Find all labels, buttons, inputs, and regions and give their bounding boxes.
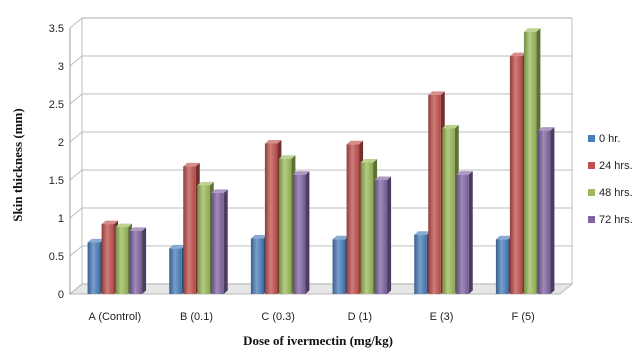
bar bbox=[456, 171, 473, 294]
x-tick-label: B (0.1) bbox=[180, 311, 213, 323]
legend-swatch bbox=[588, 189, 595, 196]
gridline-side bbox=[69, 93, 83, 105]
legend-label: 0 hr. bbox=[599, 133, 620, 145]
gridline-side bbox=[69, 55, 83, 67]
gridline-side bbox=[69, 131, 83, 143]
legend-label: 24 hrs. bbox=[599, 160, 633, 172]
bar bbox=[374, 176, 392, 294]
x-tick-label: D (1) bbox=[348, 311, 372, 323]
y-tick-label: 2 bbox=[58, 137, 64, 149]
y-tick-labels: 0 0.5 1 1.5 2 2.5 3 3.5 bbox=[49, 23, 64, 301]
x-tick-labels: A (Control) B (0.1) C (0.3) D (1) E (3) F (5) bbox=[89, 311, 535, 323]
gridlines bbox=[69, 17, 572, 295]
y-tick-label: 1.5 bbox=[49, 175, 64, 187]
legend-label: 48 hrs. bbox=[599, 187, 633, 199]
x-tick-label: E (3) bbox=[430, 311, 454, 323]
bars bbox=[87, 28, 555, 295]
gridline-side bbox=[69, 245, 83, 257]
y-tick-label: 0 bbox=[58, 289, 64, 301]
gridline-side bbox=[69, 169, 83, 181]
bar bbox=[292, 171, 310, 294]
legend-swatch bbox=[588, 135, 595, 142]
x-tick-label: A (Control) bbox=[89, 311, 142, 323]
y-tick-label: 3 bbox=[58, 61, 64, 73]
y-tick-label: 3.5 bbox=[49, 23, 64, 35]
legend-swatch bbox=[588, 216, 595, 223]
legend-label: 72 hrs. bbox=[599, 214, 633, 226]
gridline-side bbox=[69, 207, 83, 219]
legend-swatch bbox=[588, 162, 595, 169]
x-axis-title: Dose of ivermectin (mg/kg) bbox=[243, 333, 393, 348]
legend: 0 hr. 24 hrs. 48 hrs. 72 hrs. bbox=[588, 133, 633, 226]
x-tick-label: C (0.3) bbox=[261, 311, 295, 323]
bar bbox=[537, 127, 555, 294]
gridline-side bbox=[69, 17, 83, 29]
bar bbox=[129, 227, 147, 294]
y-tick-label: 1 bbox=[58, 213, 64, 225]
y-tick-label: 2.5 bbox=[49, 99, 64, 111]
y-axis-title: Skin thickness (mm) bbox=[10, 108, 25, 221]
y-tick-label: 0.5 bbox=[49, 251, 64, 263]
x-tick-label: F (5) bbox=[512, 311, 535, 323]
bar bbox=[211, 189, 228, 294]
